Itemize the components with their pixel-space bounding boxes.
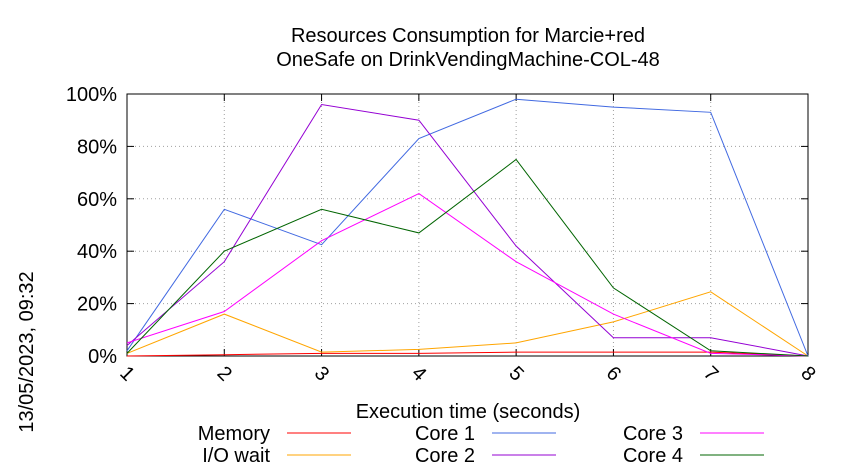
x-axis: 1 2 3 4 5 6 7 8 — [115, 94, 820, 386]
legend-item: Core 3 — [623, 423, 764, 445]
legend-item: Core 4 — [623, 445, 764, 467]
y-tick-label: 80% — [77, 136, 117, 158]
y-axis: 0% 20% 40% 60% 80% 100% — [66, 84, 808, 368]
legend-label: I/O wait — [202, 445, 270, 467]
x-tick-label: 4 — [407, 362, 430, 385]
series-line-core-3 — [126, 193, 809, 357]
series-line-core-2 — [126, 103, 809, 357]
y-tick-label: 0% — [88, 346, 117, 368]
chart-title: Resources Consumption for Marcie+red — [291, 25, 645, 47]
y-tick-label: 60% — [77, 189, 117, 211]
timestamp-label: 13/05/2023, 09:32 — [16, 271, 38, 432]
y-tick-label: 40% — [77, 241, 117, 263]
x-axis-label: Execution time (seconds) — [356, 401, 581, 423]
legend-item: Core 1 — [415, 423, 556, 445]
legend-label: Memory — [198, 423, 270, 445]
legend-label: Core 1 — [415, 423, 475, 445]
x-tick-label: 6 — [602, 362, 625, 385]
x-tick-label: 8 — [796, 362, 819, 385]
legend-label: Core 4 — [623, 445, 683, 467]
chart-subtitle: OneSafe on DrinkVendingMachine-COL-48 — [276, 49, 660, 71]
x-tick-label: 1 — [115, 362, 138, 385]
series-lines — [126, 98, 809, 357]
x-tick-label: 7 — [699, 362, 722, 385]
grid — [127, 94, 808, 356]
plot-border — [126, 93, 809, 357]
series-line-memory — [126, 351, 809, 357]
x-tick-label: 5 — [504, 362, 527, 385]
series-line-core-1 — [126, 98, 809, 357]
y-tick-label: 20% — [77, 294, 117, 316]
series-line-i-o-wait — [126, 291, 809, 357]
x-tick-label: 2 — [213, 362, 236, 385]
legend-label: Core 3 — [623, 423, 683, 445]
y-tick-label: 100% — [66, 84, 117, 106]
legend-item: Memory — [198, 423, 351, 445]
x-tick-label: 3 — [310, 362, 333, 385]
legend-label: Core 2 — [415, 445, 475, 467]
series-line-core-4 — [126, 158, 809, 357]
legend-item: I/O wait — [202, 445, 351, 467]
legend-item: Core 2 — [415, 445, 556, 467]
